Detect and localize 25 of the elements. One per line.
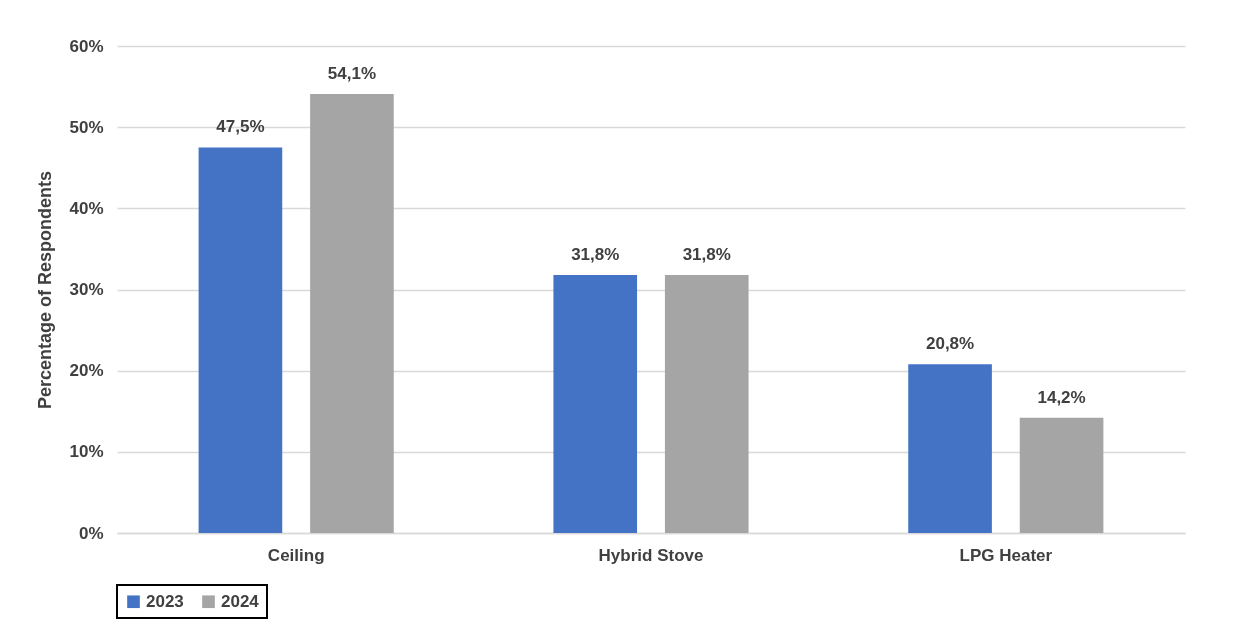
data-label: 47,5% <box>216 117 265 137</box>
y-tick-label: 60% <box>69 36 104 56</box>
bar <box>1019 417 1104 533</box>
data-label: 54,1% <box>327 63 377 83</box>
x-tick-label: Ceiling <box>267 545 325 565</box>
bar <box>553 274 638 533</box>
y-tick-label: 10% <box>69 442 104 462</box>
bar <box>310 93 394 533</box>
y-tick-label: 30% <box>69 280 104 299</box>
y-tick-label: 20% <box>69 361 104 381</box>
bar <box>908 364 992 533</box>
x-tick-label: LPG Heater <box>959 545 1053 565</box>
legend-label: 2024 <box>221 591 260 611</box>
data-label: 14,2% <box>1037 387 1086 407</box>
y-axis-title: Percentage of Respondents <box>35 170 56 410</box>
x-tick-label: Hybrid Stove <box>598 545 704 565</box>
data-label: 31,8% <box>571 244 620 264</box>
data-label: 31,8% <box>682 244 731 264</box>
y-tick-label: 50% <box>69 117 104 137</box>
legend-label: 2023 <box>146 591 184 611</box>
y-tick-label: 40% <box>69 198 104 218</box>
y-tick-label: 0% <box>78 523 104 543</box>
bar <box>664 274 749 533</box>
bar <box>198 147 283 533</box>
data-label: 20,8% <box>925 334 975 354</box>
